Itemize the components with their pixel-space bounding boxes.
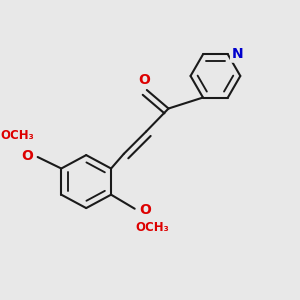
Text: O: O	[139, 203, 151, 217]
Text: N: N	[231, 47, 243, 61]
Text: N: N	[231, 47, 243, 61]
Text: O: O	[138, 73, 150, 87]
Text: O: O	[22, 149, 33, 162]
Text: O: O	[138, 73, 150, 87]
Text: O: O	[139, 204, 150, 217]
Text: O: O	[22, 148, 33, 163]
Text: OCH₃: OCH₃	[0, 129, 34, 142]
Text: OCH₃: OCH₃	[136, 220, 170, 234]
